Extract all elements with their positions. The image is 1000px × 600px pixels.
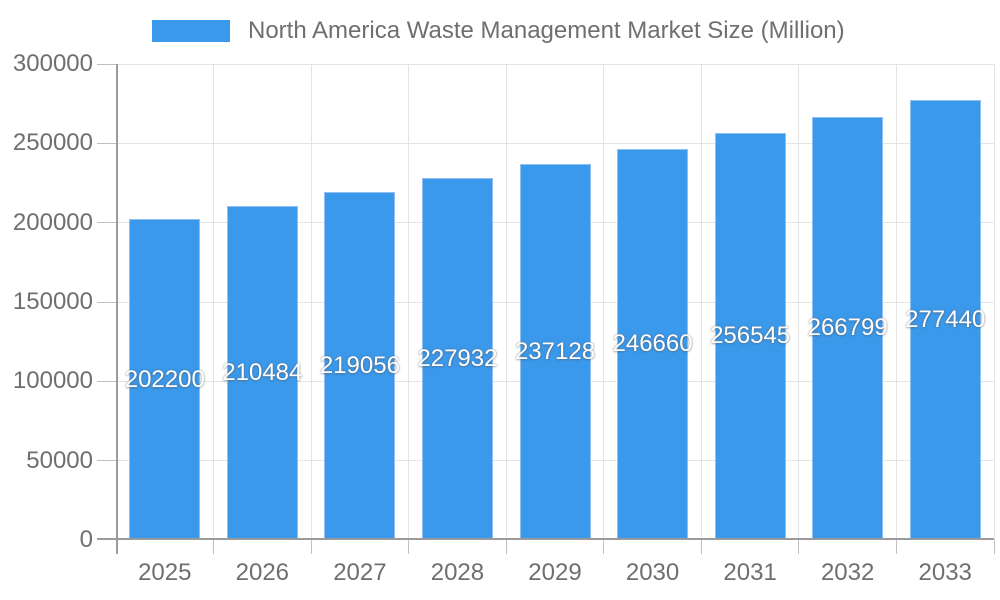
- y-tick-label: 250000: [12, 129, 93, 157]
- x-gridline: [310, 64, 312, 540]
- x-tick: [603, 540, 605, 554]
- bar: [129, 219, 201, 540]
- x-gridline: [993, 64, 995, 540]
- y-tick: [97, 380, 116, 382]
- x-tick: [798, 540, 800, 554]
- bar-value-label: 219056: [319, 352, 400, 380]
- bar-value-label: 246660: [612, 330, 693, 358]
- y-gridline: [116, 142, 994, 144]
- bar-value-label: 256545: [710, 322, 791, 350]
- legend-swatch-icon: [152, 20, 230, 42]
- bar: [226, 206, 298, 540]
- plot-area: 202200 210484 219056 227932 237128 246660 2565…: [97, 63, 995, 554]
- bar-value-label: 202200: [124, 365, 205, 393]
- x-tick-label: 2031: [723, 559, 777, 586]
- legend-label: North America Waste Management Market Si…: [248, 17, 845, 44]
- x-gridline: [700, 64, 702, 540]
- x-tick: [213, 540, 215, 554]
- bar: [909, 99, 981, 540]
- x-gridline: [798, 64, 800, 540]
- y-tick-label: 150000: [12, 288, 93, 315]
- bar: [812, 116, 884, 540]
- y-axis-line: [116, 64, 118, 554]
- y-tick-label: 100000: [12, 367, 93, 395]
- y-tick-label: 50000: [26, 446, 93, 474]
- x-tick-label: 2025: [138, 559, 192, 586]
- x-axis-line: [97, 538, 994, 540]
- x-tick-label: 2032: [820, 559, 875, 586]
- x-gridline: [603, 64, 605, 540]
- x-tick: [408, 540, 410, 554]
- y-tick: [97, 63, 116, 65]
- y-tick-label: 200000: [12, 208, 93, 236]
- bar-value-label: 266799: [807, 314, 888, 342]
- bar: [324, 192, 396, 540]
- y-gridline: [116, 63, 994, 65]
- x-tick-label: 2033: [918, 559, 972, 586]
- x-tick: [700, 540, 702, 554]
- x-tick-label: 2028: [430, 559, 485, 586]
- x-tick-label: 2026: [235, 559, 290, 586]
- bar: [617, 148, 689, 540]
- x-tick: [895, 540, 897, 554]
- y-tick: [97, 222, 116, 224]
- x-tick: [310, 540, 312, 554]
- y-tick: [97, 142, 116, 144]
- x-tick: [505, 540, 507, 554]
- y-tick-label: 0: [79, 526, 93, 553]
- y-tick-label: 300000: [12, 50, 93, 77]
- y-tick: [97, 460, 116, 462]
- bar-value-label: 210484: [222, 359, 303, 387]
- legend[interactable]: North America Waste Management Market Si…: [152, 18, 845, 44]
- bar: [714, 132, 786, 540]
- x-gridline: [895, 64, 897, 540]
- bar-value-label: 227932: [417, 345, 498, 373]
- x-gridline: [505, 64, 507, 540]
- bar-value-label: 237128: [514, 337, 596, 365]
- x-gridline: [408, 64, 410, 540]
- bar-value-label: 277440: [905, 305, 986, 333]
- x-tick-label: 2030: [625, 559, 680, 586]
- x-gridline: [213, 64, 215, 540]
- bar: [421, 178, 493, 540]
- y-tick: [97, 301, 116, 303]
- x-tick-label: 2029: [528, 559, 582, 586]
- x-tick-label: 2027: [333, 559, 387, 586]
- x-tick: [993, 540, 995, 554]
- bar: [519, 163, 591, 540]
